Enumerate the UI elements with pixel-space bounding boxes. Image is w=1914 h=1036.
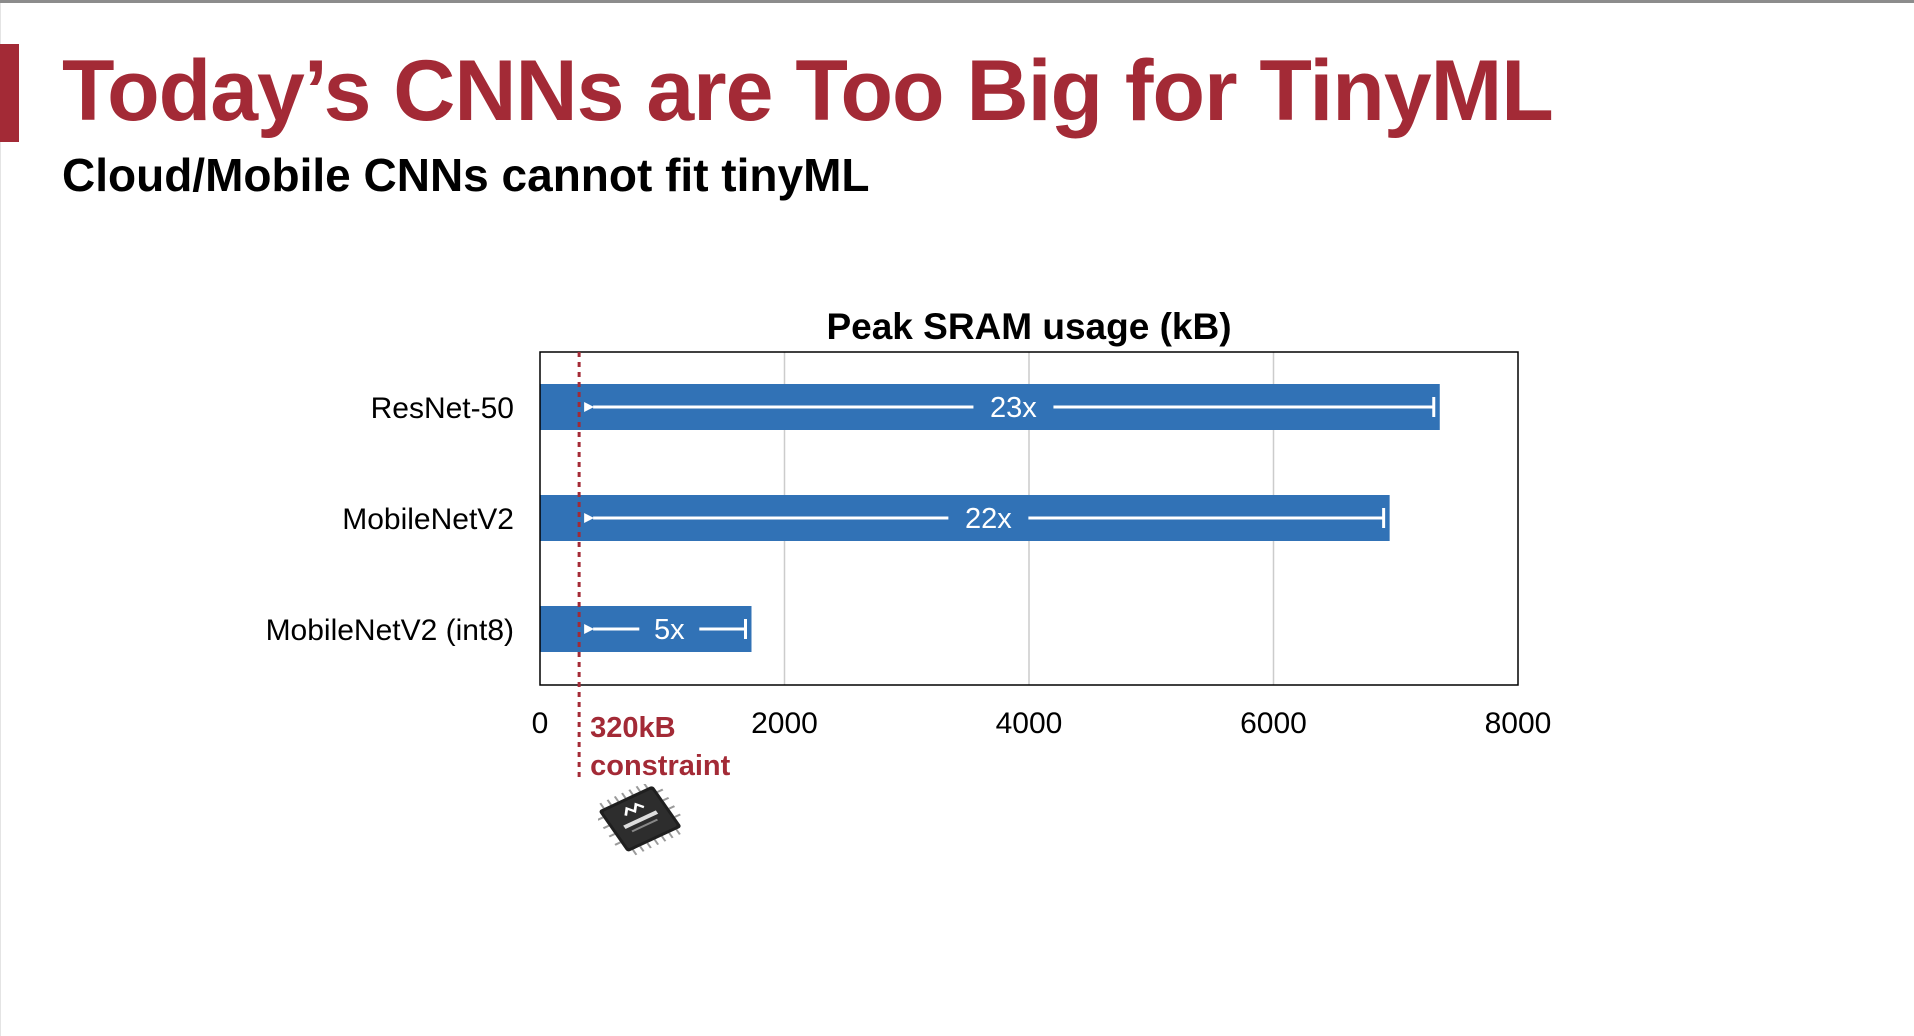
x-tick-label: 0 — [532, 707, 549, 740]
x-tick-label: 8000 — [1485, 707, 1552, 740]
ratio-label: 22x — [965, 503, 1012, 535]
constraint-label-value: 320kB — [590, 712, 675, 744]
ratio-label: 23x — [990, 392, 1037, 424]
x-tick-label: 4000 — [996, 707, 1063, 740]
slide-title: Today’s CNNs are Too Big for TinyML — [62, 43, 1554, 139]
title-accent-bar — [0, 44, 19, 142]
x-tick-labels: 0 2000 4000 6000 8000 — [532, 707, 1552, 740]
ratio-label: 5x — [654, 614, 685, 646]
category-label: ResNet-50 — [371, 392, 514, 425]
microcontroller-chip-icon — [596, 782, 688, 867]
category-labels: ResNet-50 MobileNetV2 MobileNetV2 (int8) — [266, 392, 514, 647]
category-label: MobileNetV2 — [342, 503, 514, 536]
top-rule — [0, 0, 1914, 3]
category-label: MobileNetV2 (int8) — [266, 614, 514, 647]
x-tick-label: 6000 — [1240, 707, 1307, 740]
slide-subtitle: Cloud/Mobile CNNs cannot fit tinyML — [62, 149, 870, 201]
chart-title: Peak SRAM usage (kB) — [826, 306, 1231, 347]
plot-frame — [539, 351, 1519, 686]
constraint-label-text: constraint — [590, 750, 731, 782]
ratio-annotations: 23x 22x 5x — [584, 392, 1436, 646]
left-rule — [0, 3, 1, 1036]
x-tick-label: 2000 — [751, 707, 818, 740]
